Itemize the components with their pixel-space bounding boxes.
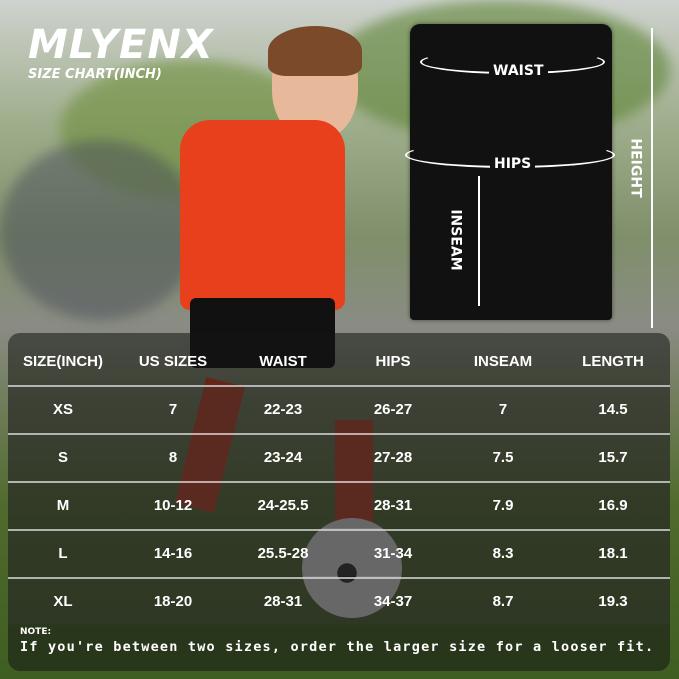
cell-hips: 26-27 <box>373 401 413 418</box>
cell-inseam: 8.3 <box>492 545 514 562</box>
cell-inseam: 7.9 <box>492 497 514 514</box>
table-header: SIZE(INCH) US SIZES WAIST HIPS INSEAM LE… <box>8 337 670 385</box>
cell-waist: 22-23 <box>263 401 303 418</box>
cell-inseam: 7.5 <box>492 449 514 466</box>
cell-hips: 31-34 <box>373 545 413 562</box>
cell-hips: 34-37 <box>373 593 413 610</box>
cell-length: 14.5 <box>598 401 628 418</box>
inseam-line <box>478 176 480 306</box>
cell-length: 15.7 <box>598 449 628 466</box>
waist-label: WAIST <box>489 63 548 79</box>
cell-waist: 28-31 <box>263 593 303 610</box>
cell-us-size: 14-16 <box>153 545 193 562</box>
hips-label: HIPS <box>490 156 536 172</box>
table-row: S 8 23-24 27-28 7.5 15.7 <box>8 433 670 480</box>
cell-size: XL <box>53 593 73 610</box>
size-table: SIZE(INCH) US SIZES WAIST HIPS INSEAM LE… <box>8 333 670 671</box>
header-hips: HIPS <box>375 352 411 370</box>
cell-waist: 23-24 <box>263 449 303 466</box>
cell-length: 19.3 <box>598 593 628 610</box>
note-text: If you're between two sizes, order the l… <box>20 639 655 655</box>
cell-waist: 24-25.5 <box>257 497 309 514</box>
boy-hair <box>268 26 362 76</box>
cell-us-size: 8 <box>168 449 178 466</box>
height-label: HEIGHT <box>627 138 644 198</box>
header-waist: WAIST <box>259 352 307 370</box>
table-row: M 10-12 24-25.5 28-31 7.9 16.9 <box>8 481 670 528</box>
cell-inseam: 8.7 <box>492 593 514 610</box>
cell-inseam: 7 <box>498 401 508 418</box>
cell-hips: 27-28 <box>373 449 413 466</box>
cell-size: L <box>58 545 68 562</box>
brand-logo: MLYENX <box>28 22 214 68</box>
cell-size: XS <box>52 401 73 418</box>
cell-hips: 28-31 <box>373 497 413 514</box>
header-size: SIZE(INCH) <box>23 352 103 370</box>
cell-us-size: 10-12 <box>153 497 193 514</box>
header-us-sizes: US SIZES <box>138 352 208 370</box>
cell-us-size: 18-20 <box>153 593 193 610</box>
cell-us-size: 7 <box>168 401 178 418</box>
cell-length: 16.9 <box>598 497 628 514</box>
inseam-label: INSEAM <box>447 209 464 271</box>
note-label: NOTE: <box>20 627 52 637</box>
table-row: XS 7 22-23 26-27 7 14.5 <box>8 385 670 432</box>
header-length: LENGTH <box>582 352 644 370</box>
cell-size: M <box>56 497 70 514</box>
chart-subtitle: SIZE CHART(INCH) <box>28 67 162 82</box>
cell-length: 18.1 <box>598 545 628 562</box>
header-inseam: INSEAM <box>473 352 533 370</box>
cell-waist: 25.5-28 <box>257 545 309 562</box>
background-crowd <box>0 140 200 320</box>
table-row: L 14-16 25.5-28 31-34 8.3 18.1 <box>8 529 670 576</box>
height-line <box>651 28 653 328</box>
boy-shirt <box>180 120 345 310</box>
table-row: XL 18-20 28-31 34-37 8.7 19.3 <box>8 577 670 624</box>
cell-size: S <box>57 449 68 466</box>
